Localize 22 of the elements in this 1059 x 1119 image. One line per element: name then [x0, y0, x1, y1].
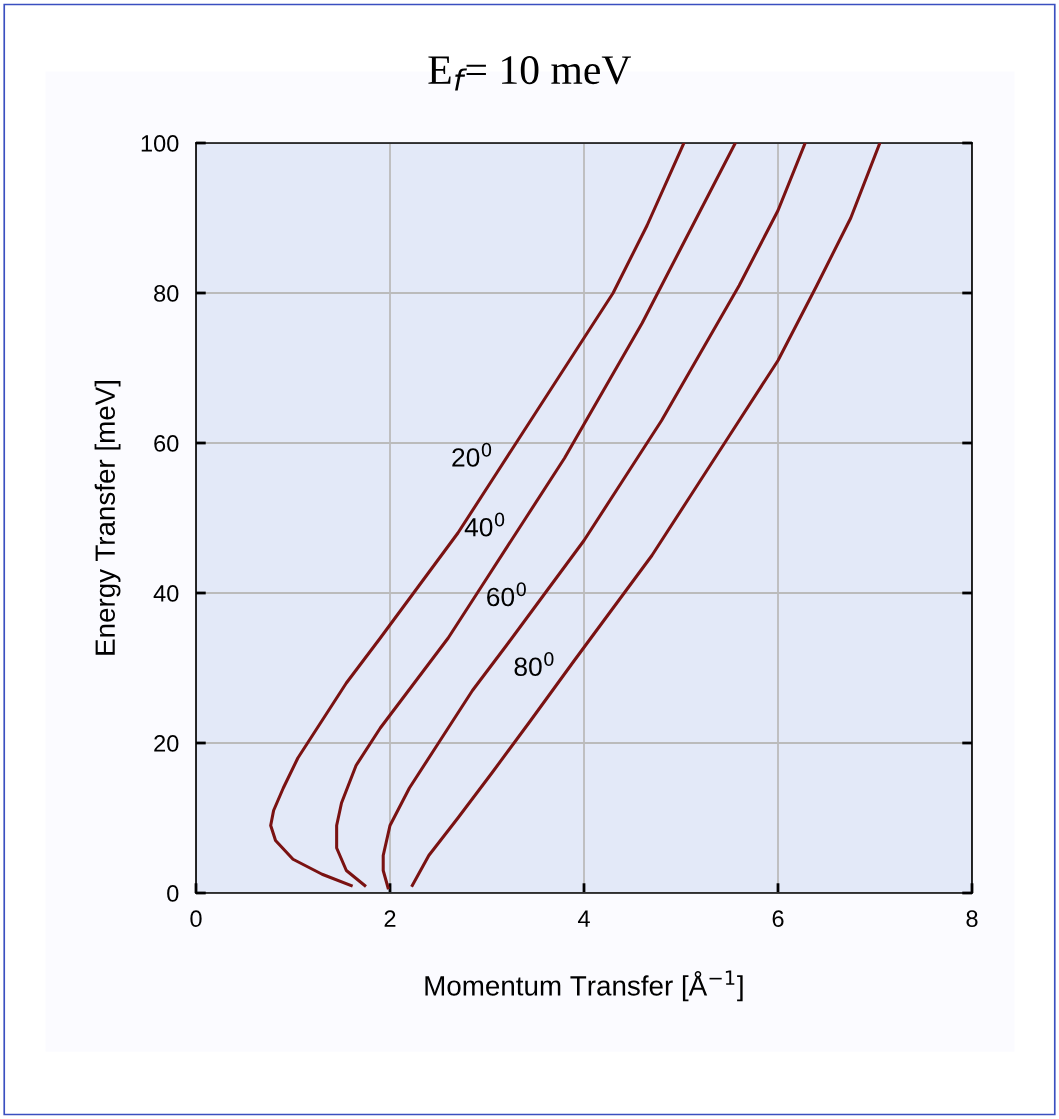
x-axis-title: Momentum Transfer [Å$^{−1}$] [425, 970, 743, 1002]
y-tick-label: 80 [154, 285, 179, 302]
chart-title: E$_{f}$= 10 meV [428, 56, 631, 91]
x-tick-label: 0 [190, 910, 202, 928]
x-tick-label: 2 [384, 910, 396, 927]
x-tick-label: 4 [577, 910, 590, 927]
line-series [335, 143, 737, 888]
series-label: 40$^{0}$ [464, 512, 505, 537]
x-tick-label: 8 [966, 910, 978, 928]
y-axis-title: Energy Transfer [meV] [94, 381, 121, 655]
series-label: 80$^{0}$ [514, 652, 554, 677]
y-tick-label: 40 [153, 585, 179, 602]
y-tick-label: 20 [154, 735, 179, 752]
y-tick-label: 60 [154, 435, 179, 452]
line-series [269, 143, 686, 888]
line-series [410, 143, 882, 888]
x-tick-label: 6 [772, 910, 784, 928]
line-series [381, 143, 807, 890]
y-tick-label: 100 [141, 135, 179, 152]
series-label: 20$^{0}$ [452, 442, 492, 467]
series-label: 60$^{0}$ [487, 582, 526, 607]
y-tick-label: 0 [167, 885, 179, 902]
